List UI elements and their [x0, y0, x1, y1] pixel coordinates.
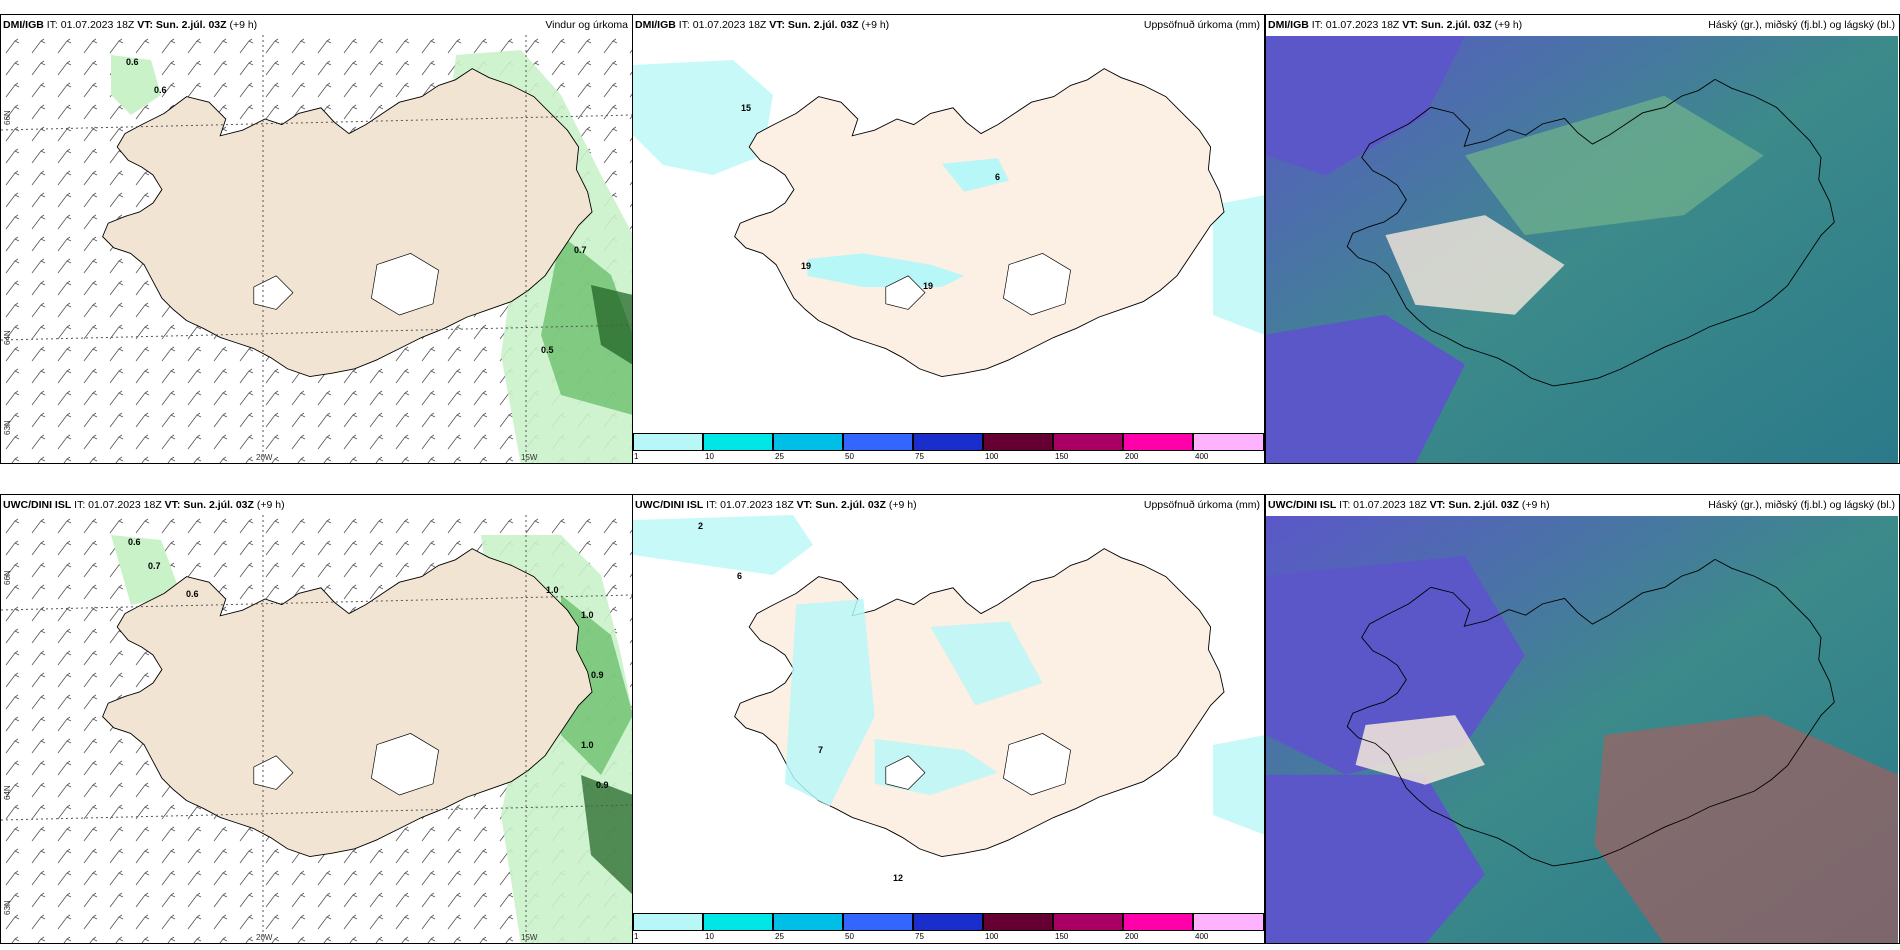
colorbar-swatch — [1123, 433, 1193, 451]
lat-label: 64N — [3, 330, 12, 345]
colorbar-swatch — [1193, 433, 1264, 451]
panel-title: Uppsöfnuð úrkoma (mm) — [1143, 19, 1260, 31]
colorbar-swatch — [773, 913, 843, 931]
wind-map — [1, 35, 632, 463]
precip-label: 0.6 — [126, 57, 139, 67]
panel-title: Uppsöfnuð úrkoma (mm) — [1143, 499, 1260, 511]
precip-label: 15 — [741, 103, 752, 113]
lon-label: 20W — [256, 933, 273, 942]
panel-header: UWC/DINI ISL IT: 01.07.2023 18Z VT: Sun.… — [633, 495, 1264, 515]
precip-label: 1.0 — [581, 610, 594, 620]
precip-label: 6 — [737, 571, 743, 581]
lat-label: 63N — [3, 900, 12, 915]
precip-label: 2 — [698, 521, 704, 531]
precip-label: 0.7 — [574, 245, 587, 255]
colorbar-swatch — [633, 433, 703, 451]
precip-map — [633, 60, 1264, 378]
colorbar-swatch — [703, 433, 773, 451]
colorbar-swatch — [1193, 913, 1264, 931]
panel-uwc-precip: UWC/DINI ISL IT: 01.07.2023 18Z VT: Sun.… — [632, 494, 1265, 944]
precip-label: 6 — [995, 172, 1001, 182]
precip-label: 0.9 — [596, 780, 609, 790]
panel-header: UWC/DINI ISL IT: 01.07.2023 18Z VT: Sun.… — [1266, 495, 1899, 515]
precip-colorbar: 1 10 25 50 75 100 150 200 400 — [633, 433, 1264, 463]
lon-label: 15W — [521, 933, 538, 942]
panel-header: DMI/IGB IT: 01.07.2023 18Z VT: Sun. 2.jú… — [1266, 15, 1899, 35]
colorbar-swatch — [1123, 913, 1193, 931]
colorbar-swatch — [1053, 433, 1123, 451]
precip-label: 0.6 — [186, 589, 199, 599]
precip-label: 1.0 — [581, 740, 594, 750]
colorbar-swatch — [773, 433, 843, 451]
precip-label: 0.9 — [591, 670, 604, 680]
precip-label: 0.7 — [148, 561, 161, 571]
panel-title: Háský (gr.), miðský (fj.bl.) og lágský (… — [1708, 499, 1895, 511]
precip-map — [633, 515, 1264, 858]
panel-header: DMI/IGB IT: 01.07.2023 18Z VT: Sun. 2.jú… — [633, 15, 1264, 35]
colorbar-swatch — [983, 913, 1053, 931]
panel-dmi-wind: DMI/IGB IT: 01.07.2023 18Z VT: Sun. 2.jú… — [0, 14, 633, 464]
colorbar-swatch — [1053, 913, 1123, 931]
panel-title: Vindur og úrkoma — [545, 19, 628, 31]
precip-label: 19 — [923, 281, 934, 291]
panel-header: DMI/IGB IT: 01.07.2023 18Z VT: Sun. 2.jú… — [1, 15, 632, 35]
lat-label: 66N — [3, 570, 12, 585]
lat-label: 63N — [3, 420, 12, 435]
precip-label: 1.0 — [546, 585, 559, 595]
colorbar-swatch — [913, 913, 983, 931]
precip-colorbar: 1 10 25 50 75 100 150 200 400 — [633, 913, 1264, 943]
colorbar-swatch — [843, 913, 913, 931]
panel-uwc-cloud: UWC/DINI ISL IT: 01.07.2023 18Z VT: Sun.… — [1265, 494, 1900, 944]
cloud-map — [1266, 516, 1898, 943]
colorbar-swatch — [843, 433, 913, 451]
colorbar-swatch — [913, 433, 983, 451]
precip-label: 0.5 — [541, 345, 554, 355]
panel-title: Háský (gr.), miðský (fj.bl.) og lágský (… — [1708, 19, 1895, 31]
colorbar-swatch — [983, 433, 1053, 451]
precip-label: 7 — [818, 745, 824, 755]
colorbar-swatch — [703, 913, 773, 931]
lat-label: 64N — [3, 785, 12, 800]
lat-label: 66N — [3, 110, 12, 125]
precip-label: 12 — [893, 873, 904, 883]
panel-uwc-wind: UWC/DINI ISL IT: 01.07.2023 18Z VT: Sun.… — [0, 494, 633, 944]
colorbar-swatch — [633, 913, 703, 931]
panel-header: UWC/DINI ISL IT: 01.07.2023 18Z VT: Sun.… — [1, 495, 632, 515]
panel-dmi-precip: DMI/IGB IT: 01.07.2023 18Z VT: Sun. 2.jú… — [632, 14, 1265, 464]
panel-dmi-cloud: DMI/IGB IT: 01.07.2023 18Z VT: Sun. 2.jú… — [1265, 14, 1900, 464]
precip-label: 0.6 — [154, 85, 167, 95]
precip-label: 0.6 — [128, 537, 141, 547]
lon-label: 20W — [256, 453, 273, 462]
cloud-map — [1266, 36, 1898, 463]
lon-label: 15W — [521, 453, 538, 462]
precip-label: 19 — [801, 261, 812, 271]
wind-map — [1, 515, 632, 943]
